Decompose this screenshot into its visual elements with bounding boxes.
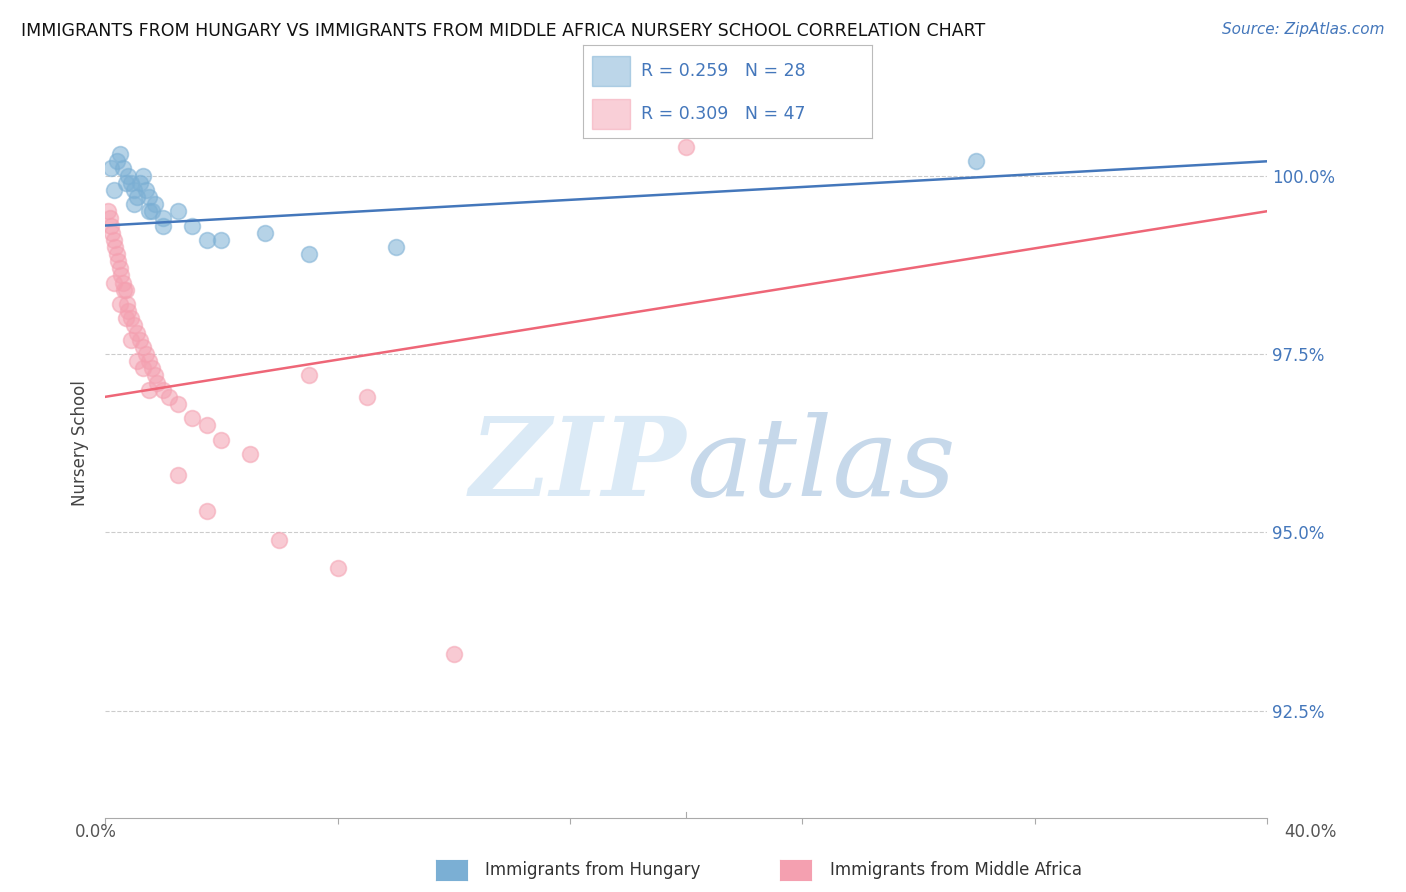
Point [138, 354, 160, 368]
Text: Immigrants from Hungary: Immigrants from Hungary [485, 861, 700, 879]
Text: Immigrants from Middle Africa: Immigrants from Middle Africa [830, 861, 1081, 879]
Text: IMMIGRANTS FROM HUNGARY VS IMMIGRANTS FROM MIDDLE AFRICA NURSERY SCHOOL CORRELAT: IMMIGRANTS FROM HUNGARY VS IMMIGRANTS FR… [21, 22, 986, 40]
Point [112, 283, 135, 297]
Point [132, 361, 155, 376]
Point [209, 433, 232, 447]
Point [443, 647, 465, 661]
Point [115, 297, 138, 311]
Point [143, 368, 166, 383]
Point [108, 297, 131, 311]
Point [135, 183, 157, 197]
Point [143, 197, 166, 211]
Bar [592, 56, 630, 86]
Point [120, 176, 142, 190]
Point [103, 183, 125, 197]
Point [135, 347, 157, 361]
Point [122, 318, 145, 333]
Point [384, 240, 406, 254]
Point [100, 161, 122, 176]
Point [114, 311, 136, 326]
Point [195, 504, 218, 518]
Point [157, 390, 180, 404]
Point [356, 390, 378, 404]
Point [166, 468, 188, 483]
Point [166, 204, 188, 219]
Point [122, 183, 145, 197]
Point [110, 268, 132, 283]
Point [152, 211, 174, 226]
Point [195, 233, 218, 247]
Point [152, 219, 174, 233]
Y-axis label: Nursery School: Nursery School [72, 380, 89, 506]
Point [117, 304, 139, 318]
Text: 40.0%: 40.0% [1284, 822, 1337, 840]
Point [97, 204, 120, 219]
Point [100, 219, 122, 233]
Point [138, 204, 160, 219]
Point [269, 533, 291, 547]
Point [114, 176, 136, 190]
Point [966, 154, 988, 169]
Text: R = 0.309   N = 47: R = 0.309 N = 47 [641, 105, 806, 123]
Point [129, 333, 152, 347]
Point [98, 211, 121, 226]
Point [239, 447, 262, 461]
Point [120, 311, 142, 326]
Point [117, 169, 139, 183]
Point [141, 204, 163, 219]
Point [114, 283, 136, 297]
Point [132, 340, 155, 354]
Point [104, 240, 127, 254]
Point [127, 326, 149, 340]
Point [103, 233, 125, 247]
Point [138, 383, 160, 397]
Point [105, 247, 128, 261]
Point [297, 247, 319, 261]
Point [253, 226, 276, 240]
Point [111, 276, 134, 290]
Text: 0.0%: 0.0% [75, 822, 117, 840]
Text: R = 0.259   N = 28: R = 0.259 N = 28 [641, 62, 806, 79]
Point [103, 276, 125, 290]
Point [209, 233, 232, 247]
Point [108, 261, 131, 276]
Point [181, 411, 204, 425]
Point [132, 169, 155, 183]
Point [297, 368, 319, 383]
Point [326, 561, 349, 575]
Point [129, 176, 152, 190]
Text: Source: ZipAtlas.com: Source: ZipAtlas.com [1222, 22, 1385, 37]
Point [101, 226, 124, 240]
Point [122, 197, 145, 211]
Point [111, 161, 134, 176]
Point [120, 333, 142, 347]
Text: atlas: atlas [686, 412, 956, 519]
Point [166, 397, 188, 411]
Point [675, 140, 697, 154]
Point [138, 190, 160, 204]
Point [195, 418, 218, 433]
Point [141, 361, 163, 376]
Point [152, 383, 174, 397]
Point [107, 254, 129, 268]
Point [105, 154, 128, 169]
Point [127, 354, 149, 368]
Point [108, 147, 131, 161]
Point [127, 190, 149, 204]
Bar [592, 99, 630, 129]
Text: ZIP: ZIP [470, 412, 686, 519]
Point [146, 376, 169, 390]
Point [181, 219, 204, 233]
